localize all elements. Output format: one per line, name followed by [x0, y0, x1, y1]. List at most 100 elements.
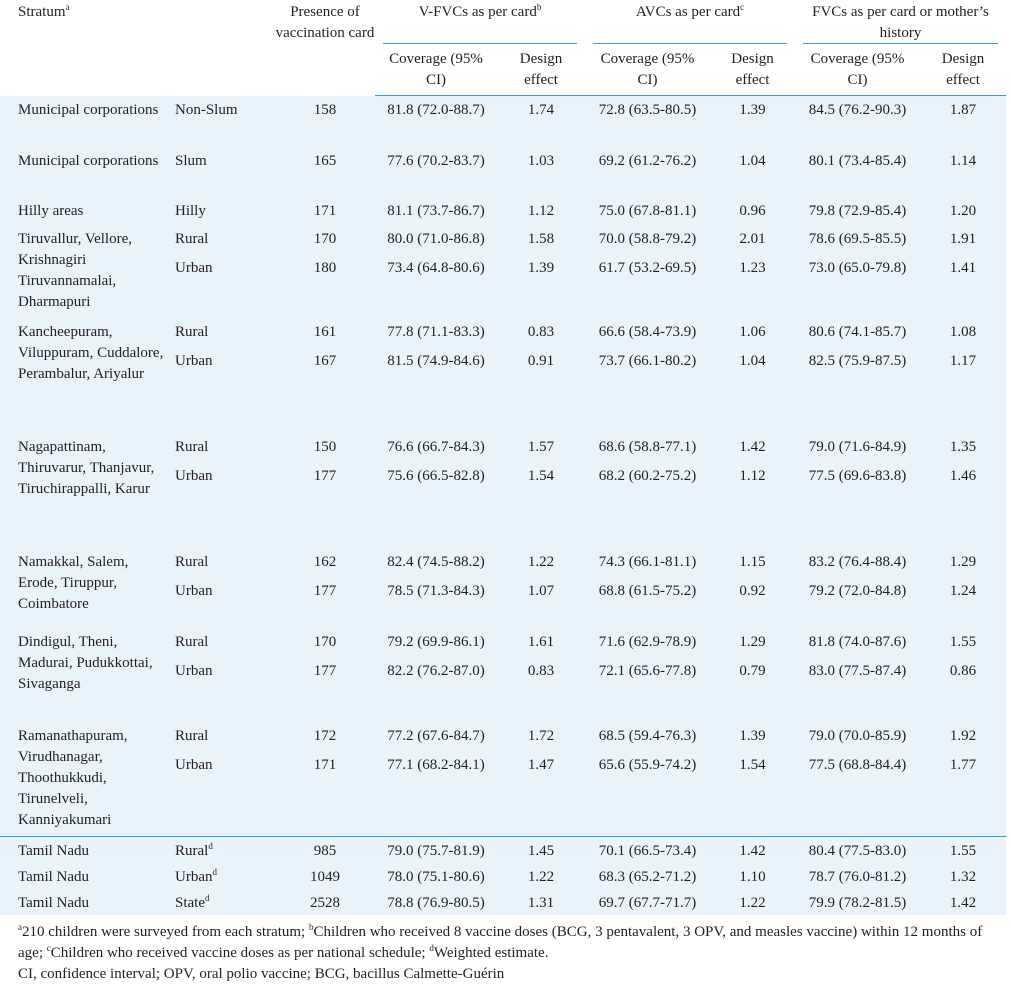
card-count: 167 — [275, 346, 375, 433]
table-row: Hilly areas Hilly 171 81.1 (73.7-86.7) 1.12 7… — [0, 196, 1007, 225]
f-design-effect: 1.91 — [920, 224, 1007, 254]
a-coverage: 68.3 (65.2-71.2) — [585, 862, 710, 889]
a-design-effect: 1.04 — [710, 146, 796, 197]
stratum-type: Urban — [175, 576, 275, 628]
f-coverage: 79.0 (70.0-85.9) — [795, 721, 921, 751]
card-count: 180 — [275, 253, 375, 318]
v-coverage: 80.0 (71.0-86.8) — [375, 224, 497, 254]
a-design-effect: 1.29 — [710, 627, 796, 657]
v-coverage: 78.5 (71.3-84.3) — [375, 576, 497, 628]
card-count: 170 — [275, 224, 375, 254]
card-count: 172 — [275, 721, 375, 751]
card-count: 1049 — [275, 862, 375, 889]
f-design-effect: 1.92 — [920, 721, 1007, 751]
v-coverage: 78.0 (75.1-80.6) — [375, 862, 497, 889]
stratum-type: Urban — [175, 750, 275, 837]
a-coverage: 72.1 (65.6-77.8) — [585, 656, 710, 722]
v-design-effect: 1.12 — [497, 196, 585, 225]
header-vfvc: V-FVCs as per cardb — [375, 0, 585, 44]
a-design-effect: 1.54 — [710, 750, 796, 837]
a-design-effect: 2.01 — [710, 224, 796, 254]
f-coverage: 79.2 (72.0-84.8) — [795, 576, 921, 628]
card-count: 177 — [275, 576, 375, 628]
v-design-effect: 1.22 — [497, 547, 585, 577]
a-design-effect: 1.12 — [710, 461, 796, 548]
header-stratum: Stratuma — [0, 0, 175, 96]
table-row: Ramanathapuram, Virudhanagar, Thoothukku… — [0, 721, 1007, 837]
table-row: Dindigul, Theni, Madurai, Pudukkottai, S… — [0, 627, 1007, 722]
v-design-effect: 0.91 — [497, 346, 585, 433]
a-coverage: 68.2 (60.2-75.2) — [585, 461, 710, 548]
stratum-name: Tamil Nadu — [0, 836, 175, 863]
stratum-name: Ramanathapuram, Virudhanagar, Thoothukku… — [0, 721, 175, 837]
v-coverage: 77.6 (70.2-83.7) — [375, 146, 497, 197]
table-row: Urban 167 81.5 (74.9-84.6) 0.91 73.7 (66.1-8… — [0, 346, 1007, 433]
table-row: Nagapattinam, Thiruvarur, Thanjavur, Tir… — [0, 432, 1007, 548]
stratum-name: Hilly areas — [0, 196, 175, 225]
v-design-effect: 1.74 — [497, 95, 585, 147]
v-design-effect: 1.47 — [497, 750, 585, 837]
a-design-effect: 1.42 — [710, 432, 796, 462]
a-coverage: 69.7 (67.7-71.7) — [585, 888, 710, 915]
v-design-effect: 1.31 — [497, 888, 585, 915]
table-footnotes: a210 children were surveyed from each st… — [18, 922, 993, 985]
a-design-effect: 1.04 — [710, 346, 796, 433]
stratum-type: Urban — [175, 656, 275, 722]
f-coverage: 77.5 (69.6-83.8) — [795, 461, 921, 548]
table-row: Urban 177 78.5 (71.3-84.3) 1.07 68.8 (61.5-7… — [0, 576, 1007, 628]
f-coverage: 84.5 (76.2-90.3) — [795, 95, 921, 147]
v-design-effect: 1.57 — [497, 432, 585, 462]
v-coverage: 77.1 (68.2-84.1) — [375, 750, 497, 837]
a-design-effect: 0.96 — [710, 196, 796, 225]
f-design-effect: 1.35 — [920, 432, 1007, 462]
f-coverage: 79.9 (78.2-81.5) — [795, 888, 921, 915]
v-coverage: 73.4 (64.8-80.6) — [375, 253, 497, 318]
header-avc: AVCs as per cardc — [585, 0, 796, 44]
f-design-effect: 1.24 — [920, 576, 1007, 628]
table-row: Namakkal, Salem, Erode, Tiruppur, Coimba… — [0, 547, 1007, 628]
v-coverage: 78.8 (76.9-80.5) — [375, 888, 497, 915]
f-design-effect: 1.55 — [920, 627, 1007, 657]
stratum-name: Tamil Nadu — [0, 888, 175, 915]
table-row: Tamil Nadu Rurald 985 79.0 (75.7-81.9) 1.45 7… — [0, 836, 1007, 863]
footnote-line-2: CI, confidence interval; OPV, oral polio… — [18, 966, 505, 982]
f-design-effect: 1.77 — [920, 750, 1007, 837]
card-count: 985 — [275, 836, 375, 863]
a-coverage: 71.6 (62.9-78.9) — [585, 627, 710, 657]
v-coverage: 76.6 (66.7-84.3) — [375, 432, 497, 462]
stratum-name: Municipal corporations — [0, 95, 175, 147]
a-design-effect: 0.79 — [710, 656, 796, 722]
v-coverage: 82.2 (76.2-87.0) — [375, 656, 497, 722]
v-design-effect: 1.61 — [497, 627, 585, 657]
card-count: 171 — [275, 196, 375, 225]
stratum-name: Dindigul, Theni, Madurai, Pudukkottai, S… — [0, 627, 175, 722]
header-a-design: Design effect — [710, 44, 796, 96]
f-design-effect: 1.08 — [920, 317, 1007, 347]
stratum-type: Hilly — [175, 196, 275, 225]
a-coverage: 61.7 (53.2-69.5) — [585, 253, 710, 318]
v-design-effect: 1.39 — [497, 253, 585, 318]
header-v-coverage: Coverage (95% CI) — [375, 44, 497, 96]
f-coverage: 73.0 (65.0-79.8) — [795, 253, 921, 318]
stratum-type: Rural — [175, 317, 275, 347]
f-coverage: 83.0 (77.5-87.4) — [795, 656, 921, 722]
a-coverage: 68.6 (58.8-77.1) — [585, 432, 710, 462]
stratum-type: Rurald — [175, 836, 275, 863]
a-design-effect: 1.15 — [710, 547, 796, 577]
a-coverage: 70.0 (58.8-79.2) — [585, 224, 710, 254]
f-design-effect: 1.29 — [920, 547, 1007, 577]
f-coverage: 79.0 (71.6-84.9) — [795, 432, 921, 462]
f-coverage: 79.8 (72.9-85.4) — [795, 196, 921, 225]
v-design-effect: 1.03 — [497, 146, 585, 197]
f-coverage: 82.5 (75.9-87.5) — [795, 346, 921, 433]
f-design-effect: 1.42 — [920, 888, 1007, 915]
v-design-effect: 1.58 — [497, 224, 585, 254]
header-row-2: Coverage (95% CI) Design effect Coverage… — [0, 44, 1007, 96]
stratum-type: Urban — [175, 346, 275, 433]
stratum-name: Tamil Nadu — [0, 862, 175, 889]
table-row: Municipal corporations Non-Slum 158 81.8 (7… — [0, 95, 1007, 147]
table-row: Municipal corporations Slum 165 77.6 (70.2-… — [0, 146, 1007, 197]
stratum-type: Rural — [175, 627, 275, 657]
f-coverage: 80.4 (77.5-83.0) — [795, 836, 921, 863]
v-coverage: 81.1 (73.7-86.7) — [375, 196, 497, 225]
